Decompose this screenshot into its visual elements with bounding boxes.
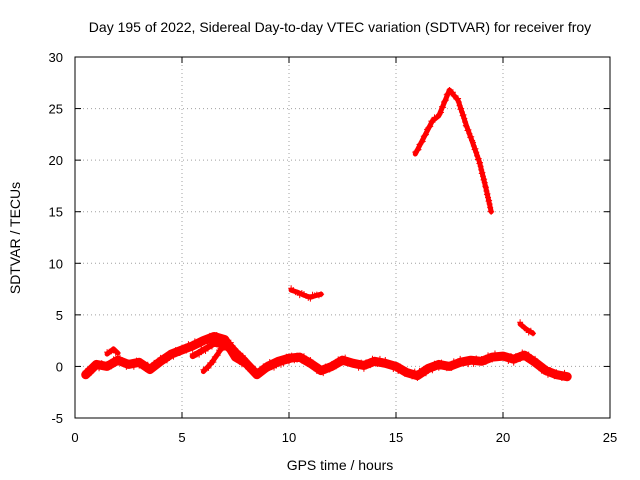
series-layer <box>81 87 572 382</box>
series-markers <box>104 346 121 357</box>
y-tick-label: 25 <box>49 102 63 117</box>
x-tick-label: 20 <box>496 430 510 445</box>
y-tick-label: 0 <box>56 359 63 374</box>
y-tick-label: -5 <box>51 411 63 426</box>
series-short-arc-2 <box>200 339 250 375</box>
x-tick-label: 10 <box>282 430 296 445</box>
series-baseline-b <box>189 339 303 377</box>
series-enhancement-10h <box>288 285 325 302</box>
y-axis-label: SDTVAR / TECUs <box>7 182 23 294</box>
plot-frame <box>74 56 611 419</box>
y-tick-label: 20 <box>49 153 63 168</box>
x-axis-label: GPS time / hours <box>287 457 394 473</box>
series-peak-arc <box>412 87 495 215</box>
series-markers <box>288 285 325 302</box>
series-arc-21h <box>517 319 536 337</box>
chart-title: Day 195 of 2022, Sidereal Day-to-day VTE… <box>89 19 591 35</box>
series-markers <box>412 87 495 215</box>
series-short-arc-1 <box>104 346 121 357</box>
x-tick-label: 15 <box>389 430 403 445</box>
series-band <box>81 332 572 382</box>
x-tick-label: 25 <box>603 430 617 445</box>
y-tick-label: 15 <box>49 205 63 220</box>
ticks: 0 5 10 15 20 25 -5 0 5 10 15 20 25 30 <box>49 50 618 445</box>
series-markers <box>189 339 303 377</box>
y-tick-label: 30 <box>49 50 63 65</box>
series-markers <box>517 319 536 337</box>
y-tick-label: 5 <box>56 308 63 323</box>
x-tick-label: 5 <box>178 430 185 445</box>
x-tick-label: 0 <box>71 430 78 445</box>
series-baseline-a <box>81 332 572 382</box>
series-markers <box>200 339 250 373</box>
y-tick-label: 10 <box>49 256 63 271</box>
